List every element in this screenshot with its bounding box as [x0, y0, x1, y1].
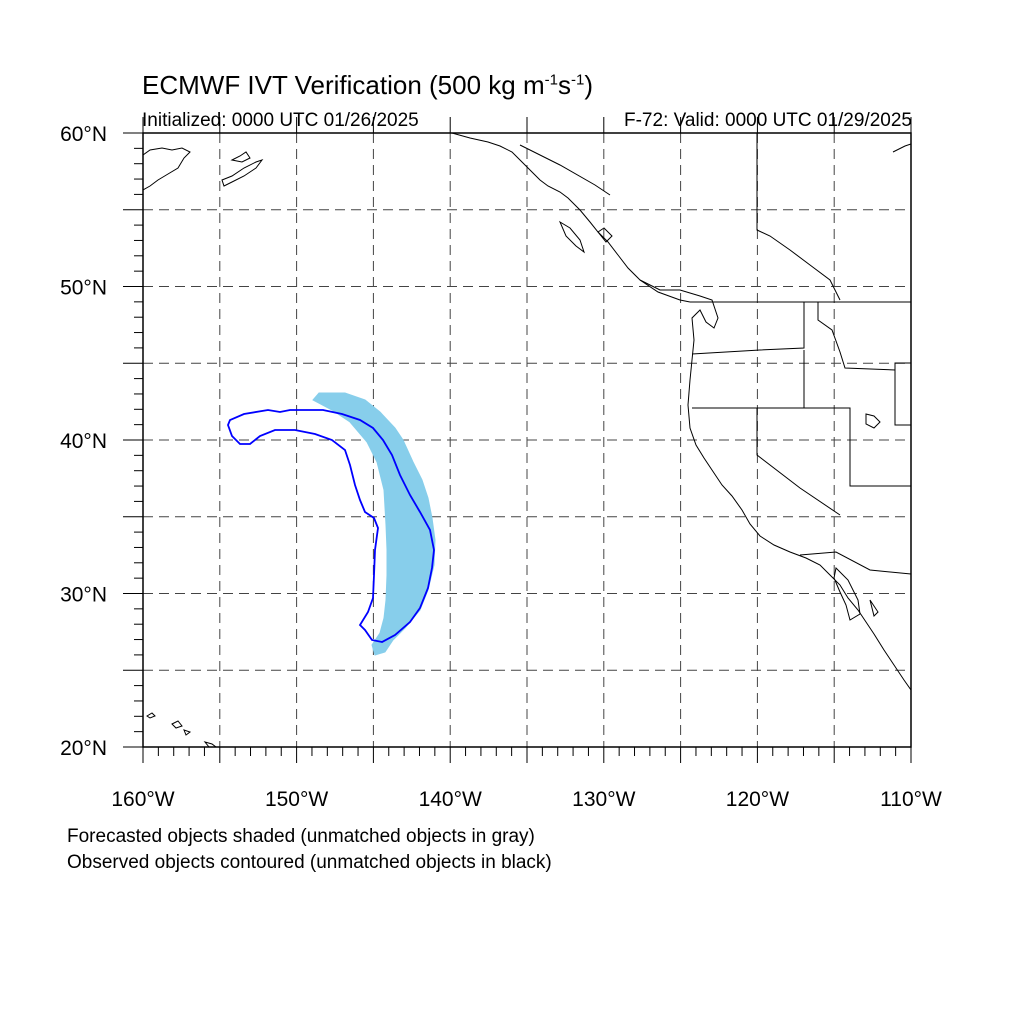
lon-tick-label: 110°W: [880, 788, 942, 811]
lat-tick-label: 20°N: [60, 737, 107, 760]
legend-forecast-note: Forecasted objects shaded (unmatched obj…: [67, 826, 535, 847]
coastlines: [143, 133, 911, 747]
lon-tick-label: 150°W: [265, 788, 328, 811]
forecast-object: [312, 392, 436, 656]
lat-tick-label: 40°N: [60, 430, 107, 453]
lon-tick-label: 140°W: [419, 788, 482, 811]
lon-tick-label: 120°W: [726, 788, 789, 811]
lat-tick-label: 30°N: [60, 584, 107, 607]
lat-tick-label: 50°N: [60, 277, 107, 300]
lon-tick-label: 130°W: [572, 788, 635, 811]
initialized-label: Initialized: 0000 UTC 01/26/2025: [142, 110, 419, 131]
valid-time-label: F-72: Valid: 0000 UTC 01/29/2025: [624, 110, 912, 131]
graticule: [143, 133, 911, 747]
lat-tick-label: 60°N: [60, 123, 107, 146]
axis-ticks: 160°W 150°W 140°W 130°W 120°W 110°W 60°N 50°N 40…: [60, 117, 942, 811]
map-title: ECMWF IVT Verification (500 kg m-1s-1): [142, 70, 593, 100]
legend-observed-note: Observed objects contoured (unmatched ob…: [67, 852, 552, 873]
lon-tick-label: 160°W: [111, 788, 174, 811]
observed-object-contour: [227, 409, 435, 643]
